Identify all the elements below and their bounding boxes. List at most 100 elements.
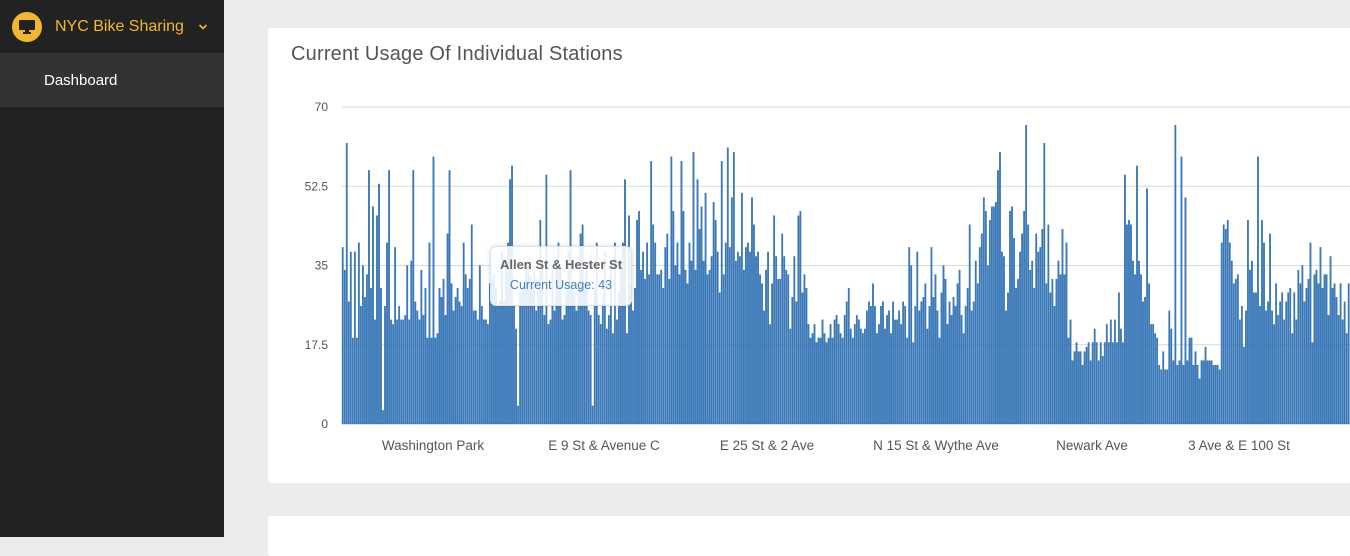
bar[interactable] [976, 283, 979, 425]
bar[interactable] [674, 265, 677, 425]
bar[interactable] [402, 319, 405, 425]
bar[interactable] [1220, 242, 1223, 425]
bar[interactable] [724, 242, 727, 425]
bar[interactable] [1019, 251, 1021, 425]
bar[interactable] [355, 337, 358, 425]
bar[interactable] [374, 319, 376, 425]
bar[interactable] [956, 283, 959, 425]
bar[interactable] [539, 220, 542, 425]
bar[interactable] [480, 306, 483, 425]
bar[interactable] [825, 342, 828, 425]
bar[interactable] [1305, 287, 1308, 425]
bar[interactable] [364, 297, 366, 425]
bar[interactable] [817, 337, 820, 425]
bar[interactable] [1279, 301, 1282, 425]
bar[interactable] [982, 197, 985, 425]
bar[interactable] [448, 170, 451, 425]
bar[interactable] [696, 179, 699, 425]
bar[interactable] [835, 315, 838, 425]
bar[interactable] [986, 265, 989, 425]
bar[interactable] [1234, 278, 1237, 425]
bar[interactable] [1134, 274, 1136, 425]
bar[interactable] [388, 170, 390, 425]
bar[interactable] [1067, 337, 1070, 425]
bar[interactable] [763, 310, 765, 425]
bar[interactable] [636, 220, 638, 425]
bar[interactable] [1085, 346, 1088, 425]
bar[interactable] [418, 319, 421, 425]
bar[interactable] [452, 310, 455, 425]
bar[interactable] [472, 310, 475, 425]
bar[interactable] [843, 315, 846, 425]
bar[interactable] [878, 324, 880, 425]
bar[interactable] [1041, 229, 1044, 425]
bar[interactable] [946, 324, 949, 425]
bar[interactable] [549, 319, 552, 425]
bar[interactable] [462, 242, 465, 425]
bar[interactable] [1182, 364, 1185, 425]
bar[interactable] [573, 292, 576, 425]
brand-menu[interactable]: NYC Bike Sharing [0, 0, 224, 53]
bar[interactable] [1154, 333, 1157, 425]
bar[interactable] [906, 337, 909, 425]
bar[interactable] [1071, 360, 1074, 425]
bar[interactable] [1047, 224, 1050, 425]
bar[interactable] [1216, 364, 1219, 425]
bar[interactable] [1152, 324, 1155, 425]
bar[interactable] [1287, 292, 1290, 425]
bar[interactable] [829, 324, 832, 425]
bar[interactable] [1075, 342, 1078, 425]
bar[interactable] [668, 278, 671, 425]
bar[interactable] [680, 161, 683, 425]
bar[interactable] [1325, 274, 1328, 425]
bar[interactable] [466, 287, 469, 425]
bar[interactable] [805, 287, 808, 425]
bar[interactable] [521, 287, 524, 425]
bar[interactable] [1144, 297, 1146, 425]
bar[interactable] [861, 333, 864, 425]
bar[interactable] [1128, 220, 1130, 425]
bar[interactable] [1321, 287, 1324, 425]
bar[interactable] [450, 283, 453, 425]
bar[interactable] [1345, 333, 1348, 425]
bar[interactable] [738, 256, 741, 425]
bar[interactable] [1236, 274, 1239, 425]
bar[interactable] [630, 283, 632, 425]
bar[interactable] [1035, 233, 1038, 425]
bar[interactable] [751, 197, 753, 425]
bar[interactable] [396, 319, 399, 425]
bar[interactable] [1295, 319, 1298, 425]
bar[interactable] [1283, 319, 1286, 425]
bar[interactable] [517, 405, 519, 425]
bar[interactable] [1023, 211, 1026, 425]
bar[interactable] [1065, 242, 1068, 425]
bar[interactable] [757, 251, 759, 425]
bar[interactable] [1138, 260, 1140, 425]
bar[interactable] [614, 242, 616, 425]
bar[interactable] [1230, 260, 1233, 425]
bar[interactable] [1029, 269, 1032, 425]
bar[interactable] [1031, 260, 1034, 425]
bar[interactable] [597, 315, 600, 425]
bar[interactable] [1003, 256, 1005, 425]
bar[interactable] [646, 242, 649, 425]
bar[interactable] [662, 287, 665, 425]
bar[interactable] [769, 324, 771, 425]
bar[interactable] [349, 251, 352, 425]
bar[interactable] [882, 301, 884, 425]
bar[interactable] [1061, 229, 1064, 425]
bar[interactable] [884, 328, 886, 425]
bar[interactable] [1196, 364, 1199, 425]
bar[interactable] [581, 224, 584, 425]
bar[interactable] [1186, 360, 1189, 425]
bar[interactable] [993, 206, 995, 425]
bar[interactable] [902, 301, 905, 425]
bar[interactable] [1111, 342, 1114, 425]
bar[interactable] [343, 269, 346, 425]
bar[interactable] [622, 242, 624, 425]
bar[interactable] [1243, 346, 1245, 425]
bar[interactable] [1277, 315, 1280, 425]
bar[interactable] [694, 269, 697, 425]
bar[interactable] [1001, 251, 1003, 425]
bar[interactable] [557, 242, 560, 425]
